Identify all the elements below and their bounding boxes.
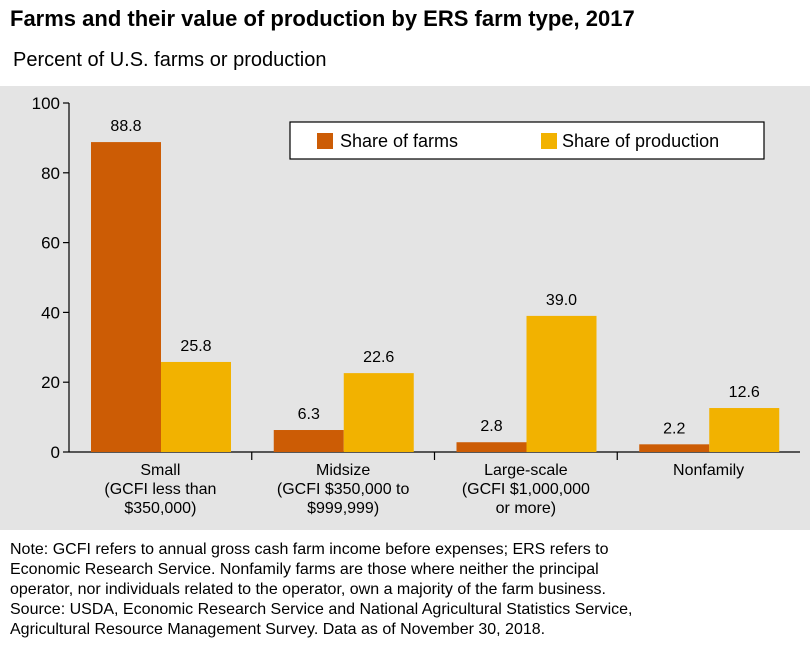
- note-line-3: operator, nor individuals related to the…: [10, 581, 606, 598]
- data-label: 22.6: [363, 349, 394, 366]
- x-tick-label: (GCFI $1,000,000: [462, 481, 590, 498]
- y-tick-label: 100: [32, 94, 60, 113]
- x-tick-label: $350,000): [124, 500, 196, 517]
- y-axis-label: Percent of U.S. farms or production: [13, 49, 327, 71]
- bar-share-of-farms: [456, 442, 527, 452]
- y-tick-label: 60: [41, 234, 60, 253]
- x-tick-label: Small: [140, 462, 180, 479]
- x-tick-label: Large-scale: [484, 462, 568, 479]
- bar-share-of-production: [161, 361, 231, 452]
- data-label: 25.8: [180, 338, 211, 355]
- y-tick-label: 80: [41, 164, 60, 183]
- chart-title: Farms and their value of production by E…: [10, 6, 635, 31]
- y-tick-label: 40: [41, 303, 60, 322]
- bar-chart: 0 20 40 60 80 100 88.8 25.8 Small (GCFI less than…: [32, 94, 800, 517]
- x-tick-label: (GCFI $350,000 to: [277, 481, 410, 498]
- data-label: 12.6: [729, 384, 760, 401]
- data-label: 88.8: [110, 118, 141, 135]
- x-tick-label: or more): [496, 500, 556, 517]
- data-label: 2.8: [480, 418, 502, 435]
- data-label: 2.2: [663, 420, 685, 437]
- data-label: 39.0: [546, 292, 577, 309]
- bar-share-of-farms: [91, 142, 161, 452]
- note-text: Note: GCFI refers to annual gross cash f…: [10, 540, 800, 640]
- bar-share-of-production: [343, 373, 414, 452]
- note-line-4: Source: USDA, Economic Research Service …: [10, 601, 633, 618]
- bar-share-of-farms: [639, 444, 710, 452]
- legend-label: Share of production: [562, 131, 719, 151]
- bar-share-of-farms: [273, 430, 344, 452]
- legend-swatch: [541, 133, 557, 149]
- legend-label: Share of farms: [340, 131, 458, 151]
- legend-box: [289, 121, 765, 160]
- note-line-5: Agricultural Resource Management Survey.…: [10, 621, 546, 638]
- y-tick-label: 0: [51, 443, 60, 462]
- chart-panel: 0 20 40 60 80 100 88.8 25.8 Small (GCFI less than…: [0, 86, 810, 530]
- x-tick-label: Midsize: [316, 462, 370, 479]
- note-line-2: Economic Research Service. Nonfamily far…: [10, 561, 599, 578]
- y-tick-label: 20: [41, 373, 60, 392]
- x-tick-label: Nonfamily: [673, 462, 744, 479]
- note-line-1: Note: GCFI refers to annual gross cash f…: [10, 541, 609, 558]
- x-tick-label: $999,999): [307, 500, 379, 517]
- bar-share-of-production: [526, 315, 597, 452]
- bar-share-of-production: [709, 408, 780, 452]
- data-label: 6.3: [298, 406, 320, 423]
- legend-swatch: [317, 133, 333, 149]
- x-tick-label: (GCFI less than: [104, 481, 216, 498]
